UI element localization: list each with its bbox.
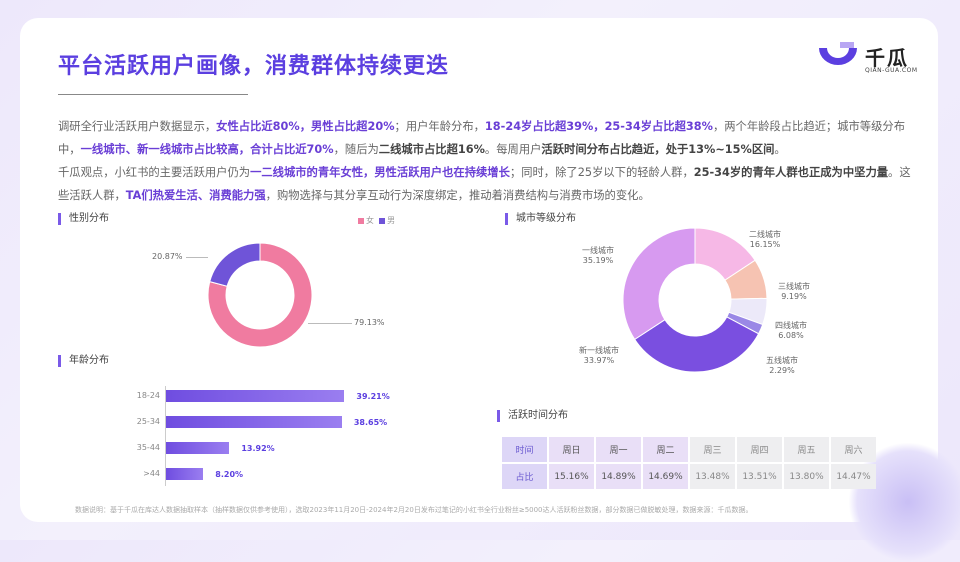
para-highlight: 活跃时间分布占比趋近，处于13%~15%区间 xyxy=(541,143,775,156)
table-header-cell: 周二 xyxy=(643,437,688,462)
table-row-header: 占比 xyxy=(502,464,547,489)
gender-label-male: 20.87% xyxy=(152,252,183,261)
table-row-header: 时间 xyxy=(502,437,547,462)
section-city: 城市等级分布 xyxy=(505,213,576,225)
para-text: ，购物选择与其分享互动行为深度绑定，推动着消费结构与消费市场的变化。 xyxy=(265,189,650,202)
age-bar xyxy=(166,442,230,454)
content-card xyxy=(20,18,960,562)
table-header-cell: 周四 xyxy=(737,437,782,462)
city-label-tier2: 二线城市 16.15% xyxy=(745,230,785,250)
table-header-cell: 周六 xyxy=(831,437,876,462)
para-text: ；用户年龄分布， xyxy=(394,120,485,133)
city-label-tier4: 四线城市 6.08% xyxy=(771,321,811,341)
age-bar-value: 8.20% xyxy=(215,470,244,479)
city-value: 9.19% xyxy=(781,292,807,301)
age-bar xyxy=(166,468,204,480)
city-value: 33.97% xyxy=(583,356,615,365)
table-cell: 14.89% xyxy=(596,464,641,489)
leader-line xyxy=(186,257,208,258)
page-title: 平台活跃用户画像，消费群体持续更迭 xyxy=(58,54,450,79)
table-cell: 14.47% xyxy=(831,464,876,489)
active-time-table: 时间 周日 周一 周二 周三 周四 周五 周六 占比 15.16% 14.89%… xyxy=(500,435,878,491)
city-value: 35.19% xyxy=(582,256,614,265)
city-value: 2.29% xyxy=(769,366,795,375)
section-time: 活跃时间分布 xyxy=(497,410,568,422)
para-highlight: 18-24岁占比超39%，25-34岁占比超38% xyxy=(484,120,713,133)
para-text: 。这些活跃人群， xyxy=(58,166,911,202)
table-header-cell: 周一 xyxy=(596,437,641,462)
legend-swatch-male xyxy=(379,217,386,224)
gender-label-female: 79.13% xyxy=(354,318,385,327)
para-highlight: 25-34岁的青年人群也正成为中坚力量 xyxy=(693,166,889,179)
donut-slice-female xyxy=(207,242,313,348)
section-age: 年龄分布 xyxy=(58,355,109,367)
para-text: 。 xyxy=(774,143,786,156)
gender-donut-chart xyxy=(207,242,313,348)
city-name: 五线城市 xyxy=(766,356,798,365)
city-label-tier3: 三线城市 9.19% xyxy=(774,282,814,302)
leader-line xyxy=(308,323,352,324)
para-text: ；同时，除了25岁以下的轻龄人群， xyxy=(509,166,694,179)
table-cell: 15.16% xyxy=(549,464,594,489)
logo-name: 千瓜 xyxy=(865,46,909,70)
para-highlight: 一二线城市的青年女性，男性活跃用户也在持续增长 xyxy=(250,166,510,179)
footnote: 数据说明：基于千瓜在库达人数据抽取样本（抽样数据仅供参考使用），选取2023年1… xyxy=(75,506,753,514)
age-axis xyxy=(165,386,166,486)
city-label-tier5: 五线城市 2.29% xyxy=(760,356,804,376)
para-text: ，随后为 xyxy=(333,143,379,156)
age-tick-label: 18-24 xyxy=(136,391,160,400)
age-tick-label: >44 xyxy=(143,469,160,478)
legend-male: 男 xyxy=(387,216,396,225)
age-bar-value: 13.92% xyxy=(241,444,275,453)
title-underline xyxy=(58,94,248,95)
city-value: 6.08% xyxy=(778,331,804,340)
para-text: 。每周用户 xyxy=(484,143,542,156)
table-header-cell: 周三 xyxy=(690,437,735,462)
para-highlight: 二线城市占比超16% xyxy=(378,143,485,156)
para-highlight: TA们热爱生活、消费能力强 xyxy=(125,189,266,202)
logo: 千瓜 QIAN-GUA.COM xyxy=(815,42,935,78)
age-tick-label: 25-34 xyxy=(136,417,160,426)
city-name: 一线城市 xyxy=(582,246,614,255)
city-value: 16.15% xyxy=(749,240,781,249)
city-name: 新一线城市 xyxy=(579,346,619,355)
table-header-cell: 周日 xyxy=(549,437,594,462)
table-cell: 13.80% xyxy=(784,464,829,489)
city-label-newtier1: 新一线城市 33.97% xyxy=(574,346,624,366)
donut-slice-male xyxy=(209,242,261,287)
city-name: 三线城市 xyxy=(778,282,810,291)
age-bar-value: 39.21% xyxy=(356,392,390,401)
city-label-tier1: 一线城市 35.19% xyxy=(576,246,620,266)
table-cell: 13.48% xyxy=(690,464,735,489)
section-gender: 性别分布 xyxy=(58,213,109,225)
donut-slice-city-4 xyxy=(634,316,760,373)
city-name: 四线城市 xyxy=(775,321,807,330)
age-bar xyxy=(166,416,342,428)
para-text: ，两个年龄段占比趋近；城市等级分布中， xyxy=(58,120,905,156)
para-text: 调研全行业活跃用户数据显示， xyxy=(58,120,217,133)
table-row: 时间 周日 周一 周二 周三 周四 周五 周六 xyxy=(502,437,876,462)
table-header-cell: 周五 xyxy=(784,437,829,462)
para-text: 千瓜观点，小红书的主要活跃用户仍为 xyxy=(58,166,251,179)
para-highlight: 一线城市、新一线城市占比较高，合计占比近70% xyxy=(80,143,334,156)
logo-icon xyxy=(819,42,857,65)
table-cell: 14.69% xyxy=(643,464,688,489)
legend-swatch-female xyxy=(358,217,364,224)
summary-paragraph: 调研全行业活跃用户数据显示，女性占比近80%，男性占比超20%；用户年龄分布，1… xyxy=(58,115,918,207)
age-bar-value: 38.65% xyxy=(353,418,388,427)
logo-sub: QIAN-GUA.COM xyxy=(865,67,918,74)
gender-legend: 女 男 xyxy=(358,215,395,226)
table-cell: 13.51% xyxy=(737,464,782,489)
city-donut-chart xyxy=(622,227,768,373)
age-bar xyxy=(166,390,345,402)
table-row: 占比 15.16% 14.89% 14.69% 13.48% 13.51% 13… xyxy=(502,464,876,489)
city-name: 二线城市 xyxy=(749,230,781,239)
donut-slice-city-5 xyxy=(622,227,696,341)
legend-female: 女 xyxy=(366,216,374,225)
para-highlight: 女性占比近80%，男性占比超20% xyxy=(216,120,395,133)
age-tick-label: 35-44 xyxy=(136,443,160,452)
